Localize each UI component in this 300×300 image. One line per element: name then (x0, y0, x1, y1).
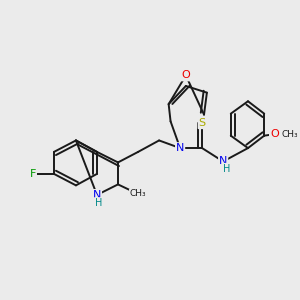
Text: H: H (95, 198, 102, 208)
Text: O: O (270, 129, 279, 139)
Text: CH₃: CH₃ (130, 190, 146, 199)
Text: N: N (93, 190, 101, 200)
Text: CH₃: CH₃ (281, 130, 298, 139)
Text: N: N (176, 143, 184, 153)
Text: N: N (219, 157, 227, 166)
Text: F: F (30, 169, 36, 179)
Text: S: S (199, 118, 206, 128)
Text: H: H (223, 164, 230, 174)
Text: O: O (182, 70, 190, 80)
